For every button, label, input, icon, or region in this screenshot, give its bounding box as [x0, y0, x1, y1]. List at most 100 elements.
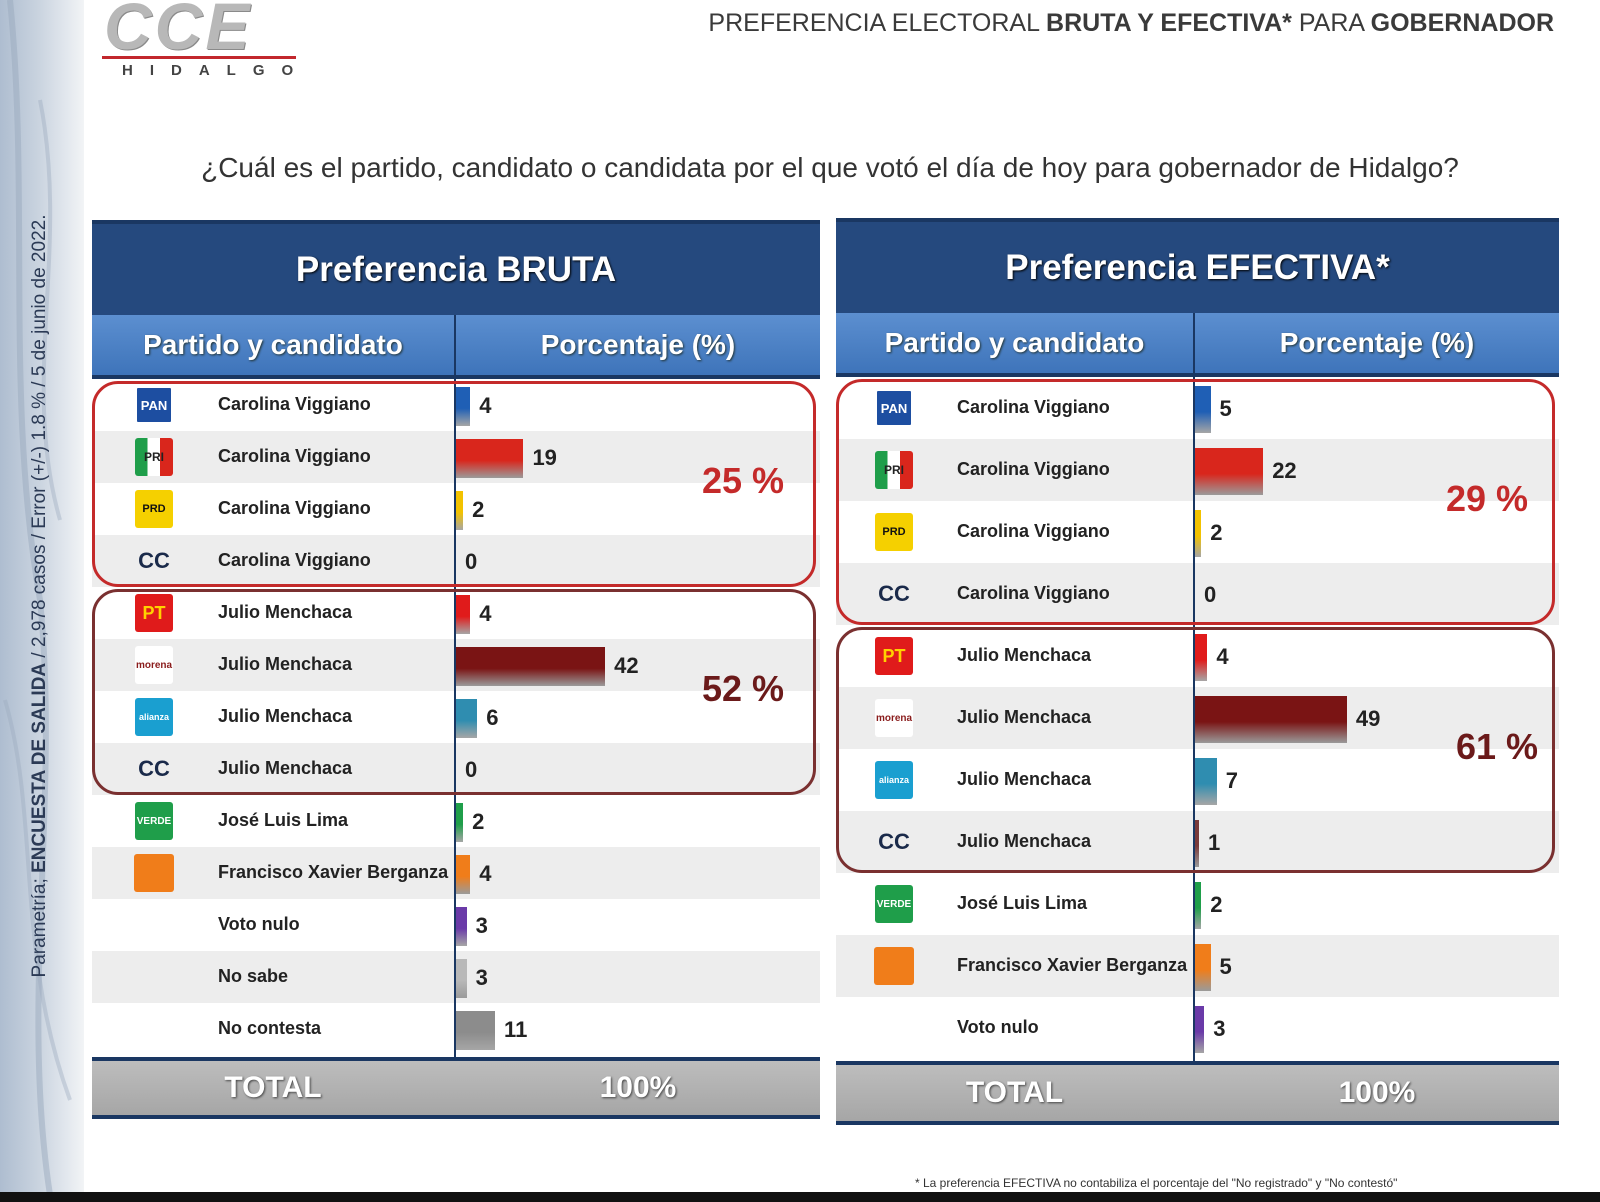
data-label: 19: [532, 445, 557, 470]
bottom-bar: [0, 1192, 1600, 1202]
table-column-headers: Partido y candidato Porcentaje (%): [836, 313, 1559, 377]
bar-mark: [1195, 1005, 1205, 1053]
table-title: Preferencia EFECTIVA*: [836, 218, 1559, 313]
data-label: 2: [472, 497, 485, 522]
bar-mark: [456, 490, 464, 530]
table-title: Preferencia BRUTA: [92, 220, 820, 315]
party-logo-cell: PT: [864, 625, 924, 687]
candidate-name: Voto nulo: [218, 914, 300, 934]
bar-mark: [456, 854, 471, 894]
coalition-group-box: [836, 627, 1555, 873]
table-row: VERDE José Luis Lima 2: [836, 873, 1559, 935]
candidate-name: Carolina Viggiano: [218, 446, 371, 466]
candidate-name: Julio Menchaca: [218, 654, 353, 674]
data-label: 7: [1225, 768, 1238, 793]
candidate-name: Carolina Viggiano: [957, 521, 1110, 541]
cce-hidalgo-logo: CCE HIDALGO: [100, 0, 296, 82]
party-logo-cell: PRD: [864, 501, 924, 563]
column-header-percentage: Porcentaje (%): [540, 329, 736, 360]
data-label: 1: [1208, 830, 1221, 855]
column-header-party: Partido y candidato: [143, 329, 403, 360]
table-row: PT Julio Menchaca 4: [92, 587, 820, 639]
party-logo-cell: morena: [864, 687, 924, 749]
pt-logo-icon: PT: [135, 594, 173, 632]
table-row: morena Julio Menchaca 42: [92, 639, 820, 691]
candidate-name: Carolina Viggiano: [218, 550, 371, 570]
data-label: 4: [479, 393, 492, 418]
data-label: 3: [475, 965, 488, 990]
logo-brand: CCE: [104, 0, 253, 63]
candidate-name: José Luis Lima: [957, 893, 1088, 913]
table-row: alianza Julio Menchaca 6: [92, 691, 820, 743]
data-label: 5: [1219, 954, 1232, 979]
logo-region: HIDALGO: [122, 62, 311, 79]
total-row: TOTAL 100%: [836, 1061, 1559, 1125]
candidate-name: Julio Menchaca: [957, 707, 1092, 727]
prd-logo-icon: PRD: [135, 490, 173, 528]
bar-mark: [456, 802, 464, 842]
candidate-name: No contesta: [218, 1018, 322, 1038]
bar-mark: [456, 698, 478, 738]
coalition-group-box: [92, 381, 816, 587]
table-row: Voto nulo 3: [836, 997, 1559, 1059]
column-divider: [454, 315, 456, 1119]
table-row: morena Julio Menchaca 49: [836, 687, 1559, 749]
table-row: CC Carolina Viggiano 0: [836, 563, 1559, 625]
table-column-headers: Partido y candidato Porcentaje (%): [92, 315, 820, 379]
pan-logo-icon: PAN: [875, 389, 913, 427]
verde-logo-icon: VERDE: [135, 802, 173, 840]
party-logo-cell: PT: [124, 587, 184, 639]
party-logo-cell: alianza: [124, 691, 184, 743]
coalition-total-label: 29 %: [1446, 478, 1529, 519]
nueva-alianza-logo-icon: alianza: [875, 761, 913, 799]
candidate-name: No sabe: [218, 966, 289, 986]
pt-logo-icon: PT: [875, 637, 913, 675]
survey-caption: Parametría; ENCUESTA DE SALIDA / 2,978 c…: [29, 214, 50, 978]
table-row: CC Julio Menchaca 1: [836, 811, 1559, 873]
table-row: PT Julio Menchaca 4: [836, 625, 1559, 687]
party-logo-cell: PAN: [864, 377, 924, 439]
table-preferencia-bruta: Preferencia BRUTA Partido y candidato Porc…: [92, 220, 820, 1119]
total-label: TOTAL: [965, 1076, 1064, 1109]
candidate-name: Julio Menchaca: [957, 769, 1092, 789]
data-label: 0: [1204, 582, 1217, 607]
column-header-percentage: Porcentaje (%): [1279, 327, 1475, 358]
data-label: 4: [479, 601, 492, 626]
data-label: 6: [486, 705, 499, 730]
party-logo-cell: VERDE: [864, 873, 924, 935]
candidate-name: Carolina Viggiano: [957, 397, 1110, 417]
table-row: Voto nulo 3: [92, 899, 820, 951]
data-label: 5: [1219, 396, 1232, 421]
bar-mark: [1195, 819, 1199, 867]
candidate-name: Carolina Viggiano: [218, 498, 371, 518]
coalition-total-label: 52 %: [702, 668, 785, 709]
party-logo-cell: PRD: [124, 483, 184, 535]
column-divider: [1193, 313, 1195, 1125]
candidate-name: Julio Menchaca: [218, 706, 353, 726]
bar-mark: [456, 594, 471, 634]
party-logo-cell: CC: [124, 743, 184, 795]
table-row: PRI Carolina Viggiano 22: [836, 439, 1559, 501]
table-row: PAN Carolina Viggiano 4: [92, 379, 820, 431]
table-row: PAN Carolina Viggiano 5: [836, 377, 1559, 439]
bar-mark: [456, 438, 524, 478]
data-label: 4: [479, 861, 492, 886]
data-label: 0: [465, 549, 478, 574]
verde-logo-icon: VERDE: [875, 885, 913, 923]
bar-mark: [456, 386, 471, 426]
table-row: No contesta 11: [92, 1003, 820, 1055]
candidate-name: Julio Menchaca: [218, 758, 353, 778]
survey-question: ¿Cuál es el partido, candidato o candida…: [201, 152, 1459, 183]
candidate-name: José Luis Lima: [218, 810, 349, 830]
table-row: CC Julio Menchaca 0: [92, 743, 820, 795]
party-logo-cell: PAN: [124, 379, 184, 431]
bar-mark: [1195, 447, 1264, 495]
party-logo-cell: [124, 847, 184, 899]
data-label: 42: [614, 653, 639, 678]
bar-mark: [1195, 757, 1217, 805]
candidate-name: Carolina Viggiano: [218, 394, 371, 414]
pri-logo-icon: PRI: [135, 438, 173, 476]
coalition-group-box: [836, 379, 1555, 625]
party-logo-cell: morena: [124, 639, 184, 691]
cc-label: CC: [878, 581, 910, 606]
